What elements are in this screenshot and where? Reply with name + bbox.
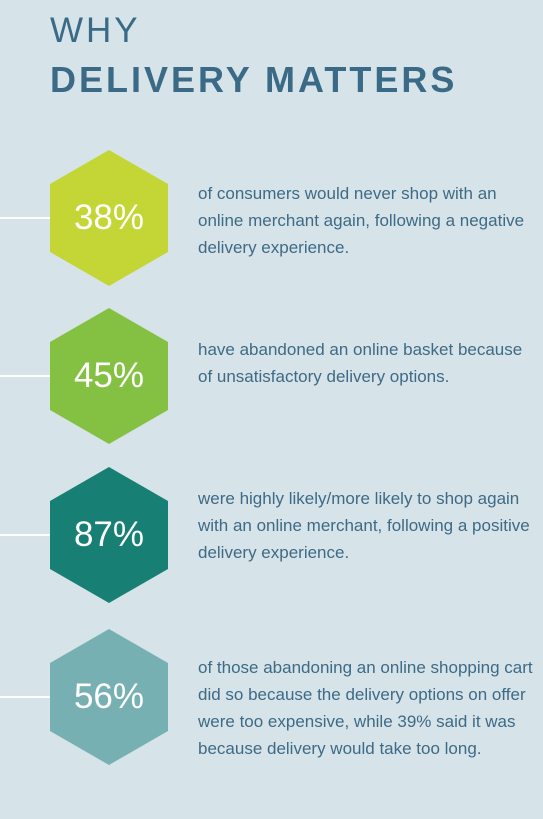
hexagon-badge: 45% (50, 308, 168, 444)
hexagon-shape (50, 467, 168, 603)
stat-description: of consumers would never shop with an on… (198, 184, 525, 257)
stat-item-2: 45% have abandoned an online basket beca… (0, 308, 543, 448)
connector-line (0, 375, 50, 377)
hexagon-shape (50, 150, 168, 286)
connector-line (0, 217, 50, 219)
hexagon-badge: 56% (50, 629, 168, 765)
hexagon-shape (50, 308, 168, 444)
hexagon-badge: 87% (50, 467, 168, 603)
stat-value: 87% (73, 515, 145, 554)
stat-description: were highly likely/more likely to shop a… (198, 489, 530, 562)
hexagon-badge: 38% (50, 150, 168, 286)
connector-line (0, 696, 50, 698)
stat-item-1: 38% of consumers would never shop with a… (0, 150, 543, 290)
stat-item-4: 56% of those abandoning an online shoppi… (0, 629, 543, 769)
stat-item-3: 87% were highly likely/more likely to sh… (0, 467, 543, 607)
stat-description: have abandoned an online basket because … (198, 340, 523, 386)
connector-line (0, 534, 50, 536)
stat-description: of those abandoning an online shopping c… (198, 658, 533, 758)
stat-value: 45% (73, 356, 145, 395)
title-delivery-matters: DELIVERY MATTERS (50, 59, 458, 100)
hexagon-shape (50, 629, 168, 765)
title-why: WHY (50, 11, 141, 50)
stat-value: 38% (73, 198, 145, 237)
stat-value: 56% (73, 677, 145, 716)
